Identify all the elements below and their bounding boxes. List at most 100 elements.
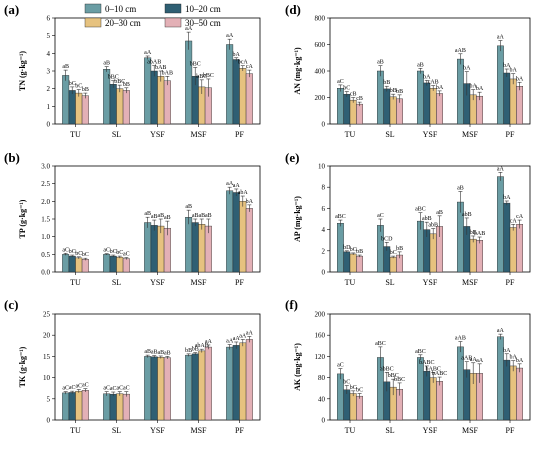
x-tick-label: MSF — [462, 130, 479, 139]
x-tick-label: YSF — [423, 426, 438, 435]
y-tick-label: 200 — [315, 94, 326, 102]
significance-label: aA — [226, 33, 234, 39]
y-tick-label: 0 — [47, 417, 51, 425]
bar — [503, 202, 511, 273]
y-axis-label: AN (mg·kg⁻¹) — [293, 47, 302, 95]
significance-label: bBC — [196, 74, 207, 80]
y-tick-label: 10 — [43, 374, 51, 382]
bar — [497, 45, 504, 125]
bar — [245, 73, 253, 125]
bar — [245, 208, 253, 273]
bar — [144, 57, 152, 125]
x-tick-label: SL — [112, 278, 121, 287]
panel-letter: (e) — [285, 150, 299, 165]
panel-letter: (d) — [285, 2, 301, 17]
significance-label: aB — [377, 60, 384, 66]
significance-label: aC — [377, 213, 384, 219]
bar — [343, 389, 351, 421]
bar — [62, 392, 70, 421]
y-tick-label: 2.5 — [41, 180, 50, 188]
bar — [144, 356, 152, 421]
x-tick-label: TU — [345, 278, 356, 287]
significance-label: aB — [103, 61, 110, 67]
significance-label: bB — [192, 347, 199, 353]
y-axis-label: AP (mg·kg⁻¹) — [293, 196, 302, 242]
significance-label: aAB — [461, 356, 472, 362]
x-tick-label: TU — [70, 278, 81, 287]
x-tick-label: PF — [506, 278, 515, 287]
significance-label: cB — [350, 92, 357, 98]
bar — [226, 190, 234, 273]
bar — [509, 78, 517, 125]
significance-label: aC — [103, 386, 110, 392]
y-tick-label: 5 — [47, 395, 51, 403]
significance-label: bC — [390, 250, 397, 256]
bar — [150, 70, 158, 125]
bar — [191, 353, 199, 421]
y-tick-label: 0 — [47, 121, 51, 129]
x-tick-label: TU — [345, 130, 356, 139]
bar — [356, 103, 363, 125]
y-tick-label: 6 — [322, 205, 326, 213]
significance-label: bB — [390, 88, 397, 94]
y-tick-label: 3.0 — [41, 163, 50, 171]
x-tick-label: SL — [112, 130, 121, 139]
y-tick-label: 0.5 — [41, 251, 50, 259]
significance-label: bA — [423, 74, 431, 80]
significance-label: aC — [123, 386, 130, 392]
bar — [337, 88, 344, 125]
significance-label: abAB — [195, 343, 209, 349]
x-tick-label: TU — [70, 130, 81, 139]
x-tick-label: TU — [345, 426, 356, 435]
y-tick-label: 25 — [43, 311, 51, 319]
bar — [436, 93, 443, 125]
bar — [68, 392, 76, 421]
bar — [349, 99, 357, 125]
significance-label: aA — [497, 328, 505, 334]
significance-label: aC — [75, 383, 82, 389]
legend-swatch — [84, 3, 102, 14]
significance-label: aA — [226, 339, 234, 345]
y-tick-label: 6 — [47, 15, 51, 23]
bar — [81, 259, 89, 273]
bar — [81, 95, 89, 125]
significance-label: aC — [116, 386, 123, 392]
bar — [509, 365, 517, 421]
significance-label: bA — [246, 199, 254, 205]
bar — [163, 357, 171, 421]
panel-letter: (c) — [4, 297, 18, 312]
bar — [122, 393, 130, 421]
bar — [232, 192, 240, 273]
legend: 0–10 cm 10–20 cm 20–30 cm 30–50 cm — [84, 3, 221, 28]
bar — [417, 357, 424, 421]
x-tick-label: SL — [385, 278, 394, 287]
bar — [185, 40, 193, 125]
significance-label: bA — [510, 355, 518, 361]
significance-label: aBC — [335, 214, 346, 220]
legend-swatch — [164, 3, 182, 14]
y-tick-label: 1 — [47, 103, 51, 111]
x-tick-label: PF — [235, 278, 244, 287]
panel-letter: (a) — [4, 2, 19, 17]
significance-label: bcA — [238, 60, 249, 66]
significance-label: bA — [470, 84, 478, 90]
bar — [356, 395, 363, 421]
significance-label: cA — [510, 218, 518, 224]
significance-label: aB — [192, 213, 199, 219]
x-tick-label: SL — [385, 426, 394, 435]
bar — [122, 258, 130, 273]
bar — [191, 222, 199, 273]
significance-label: bC — [343, 380, 350, 386]
significance-label: bA — [516, 76, 524, 82]
bar — [239, 342, 247, 421]
significance-label: aBC — [375, 341, 386, 347]
bar — [377, 225, 384, 273]
significance-label: aB — [151, 214, 158, 220]
y-axis-label: TK (g·kg⁻¹) — [18, 346, 27, 387]
significance-label: aC — [337, 79, 344, 85]
significance-label: bB — [123, 82, 130, 88]
significance-label: bC — [350, 247, 357, 253]
y-tick-label: 40 — [318, 395, 326, 403]
significance-label: bC — [343, 86, 350, 92]
bar — [469, 238, 477, 273]
